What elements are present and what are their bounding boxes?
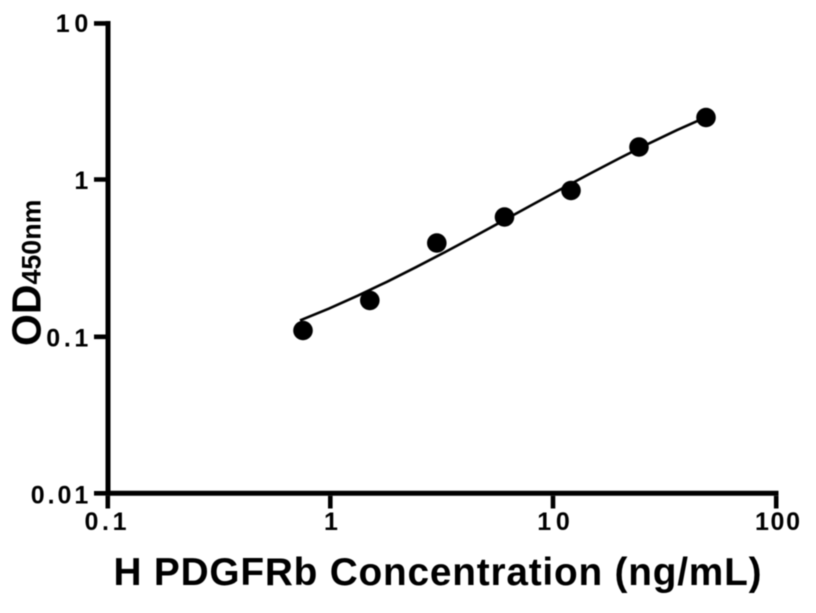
svg-text:H PDGFRb Concentration (ng/mL): H PDGFRb Concentration (ng/mL) [114, 551, 762, 594]
svg-text:0.01: 0.01 [31, 482, 89, 510]
svg-text:10: 10 [537, 508, 570, 536]
svg-text:1: 1 [324, 508, 338, 536]
svg-text:100: 100 [755, 508, 800, 536]
svg-text:OD450nm: OD450nm [4, 200, 50, 346]
svg-text:0.1: 0.1 [85, 508, 127, 536]
svg-text:10: 10 [56, 10, 89, 38]
svg-text:1: 1 [74, 167, 88, 195]
svg-text:0.1: 0.1 [46, 324, 88, 352]
